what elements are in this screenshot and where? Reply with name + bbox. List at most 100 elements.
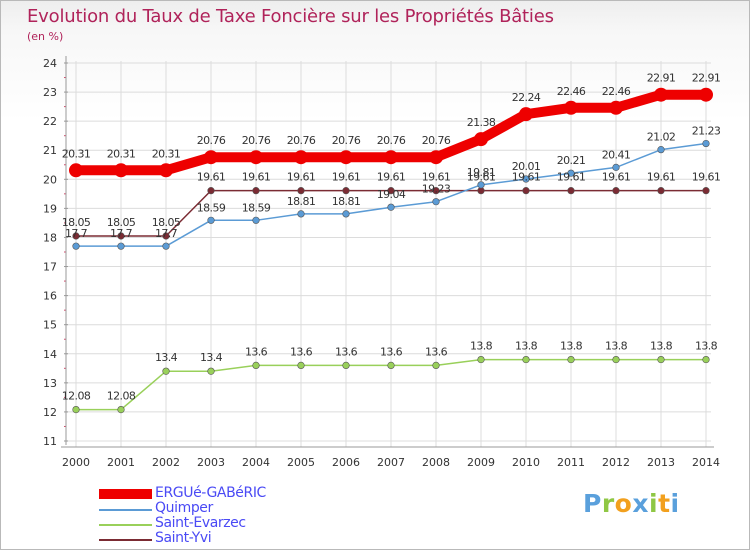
data-label: 20.31	[152, 147, 181, 160]
y-tick-label: 21	[43, 144, 57, 157]
data-point	[567, 169, 575, 177]
data-label: 13.8	[470, 340, 493, 353]
x-tick-label: 2005	[287, 456, 315, 469]
data-label: 19.61	[242, 171, 271, 184]
x-tick-label: 2001	[107, 456, 135, 469]
legend-swatch	[99, 509, 152, 511]
y-tick-label: 22	[43, 115, 57, 128]
y-tick-label: 19	[43, 202, 57, 215]
data-point	[207, 367, 215, 375]
data-point	[162, 367, 170, 375]
data-label: 19.61	[332, 171, 361, 184]
data-label: 22.46	[557, 85, 586, 98]
data-label: 19.04	[377, 188, 406, 201]
x-tick-label: 2014	[692, 456, 720, 469]
x-tick-label: 2007	[377, 456, 405, 469]
x-tick-label: 2008	[422, 456, 450, 469]
data-label: 19.61	[647, 171, 676, 184]
data-label: 13.6	[425, 345, 448, 358]
data-point	[699, 87, 713, 102]
legend-label: Saint-Yvi	[155, 530, 212, 546]
data-point	[567, 187, 575, 195]
data-point	[252, 361, 260, 370]
y-tick-label: 18	[43, 231, 57, 244]
data-point	[432, 361, 440, 370]
legend-label: Saint-Evarzec	[155, 515, 246, 531]
data-label: 19.61	[692, 171, 721, 184]
data-label: 19.61	[377, 171, 406, 184]
data-label: 19.61	[557, 171, 586, 184]
data-point	[609, 100, 623, 115]
data-point	[294, 150, 308, 165]
data-point	[612, 355, 620, 364]
data-point	[477, 355, 485, 364]
data-point	[429, 150, 443, 165]
data-point	[702, 139, 710, 148]
data-point	[342, 187, 350, 195]
data-label: 19.81	[467, 166, 496, 179]
data-point	[657, 355, 665, 364]
data-label: 13.6	[245, 345, 268, 358]
data-label: 17.7	[110, 227, 133, 240]
y-tick-label: 11	[43, 435, 57, 448]
x-tick-label: 2002	[152, 456, 180, 469]
data-label: 13.6	[335, 345, 358, 358]
data-point	[297, 187, 305, 195]
data-point	[117, 232, 125, 240]
axis-layer: 11 12 13 14 15 16 17 18 19 20 21 22 23 24 2000 2001 2002…	[43, 56, 720, 469]
data-point	[117, 242, 125, 250]
data-point	[387, 203, 395, 211]
data-label: 19.61	[287, 171, 316, 184]
legend-label: Quimper	[155, 500, 213, 516]
legend-swatch	[99, 539, 152, 541]
data-point	[339, 150, 353, 165]
logo-letter: t	[658, 489, 671, 518]
data-point	[612, 163, 620, 171]
y-tick-label: 16	[43, 290, 57, 303]
y-tick-label: 24	[43, 57, 57, 70]
data-point	[522, 355, 530, 364]
y-tick-label: 20	[43, 173, 57, 186]
x-tick-label: 2011	[557, 456, 585, 469]
data-point	[477, 181, 485, 189]
data-point	[387, 187, 395, 195]
logo-letter: i	[670, 489, 680, 518]
y-tick-label: 23	[43, 86, 57, 99]
x-tick-label: 2006	[332, 456, 360, 469]
data-label: 12.08	[107, 390, 136, 403]
data-label: 13.8	[560, 340, 583, 353]
data-label: 13.6	[290, 345, 313, 358]
data-point	[474, 132, 488, 147]
data-point	[702, 355, 710, 364]
data-point	[657, 146, 665, 154]
data-point	[567, 355, 575, 364]
data-label: 20.31	[107, 147, 136, 160]
legend-swatch	[99, 524, 152, 526]
data-point	[522, 175, 530, 183]
data-point	[114, 163, 128, 178]
data-point	[387, 361, 395, 370]
data-label: 19.61	[512, 171, 541, 184]
data-point	[657, 187, 665, 195]
legend-swatch	[99, 489, 152, 499]
data-label: 20.41	[602, 148, 631, 161]
data-label: 12.08	[62, 390, 91, 403]
data-point	[342, 361, 350, 370]
x-tick-label: 2010	[512, 456, 540, 469]
data-label: 18.59	[197, 201, 226, 214]
data-label: 18.59	[242, 201, 271, 214]
data-point	[72, 232, 80, 240]
data-label: 20.01	[512, 160, 541, 173]
data-label: 19.61	[197, 171, 226, 184]
data-point	[162, 242, 170, 250]
data-point	[522, 187, 530, 195]
data-label: 21.23	[692, 125, 721, 138]
x-tick-label: 2009	[467, 456, 495, 469]
data-label: 21.02	[647, 131, 676, 144]
data-label: 20.76	[332, 134, 361, 147]
data-point	[612, 187, 620, 195]
data-label: 19.23	[422, 183, 451, 196]
data-point	[432, 198, 440, 206]
data-label: 13.8	[605, 340, 628, 353]
